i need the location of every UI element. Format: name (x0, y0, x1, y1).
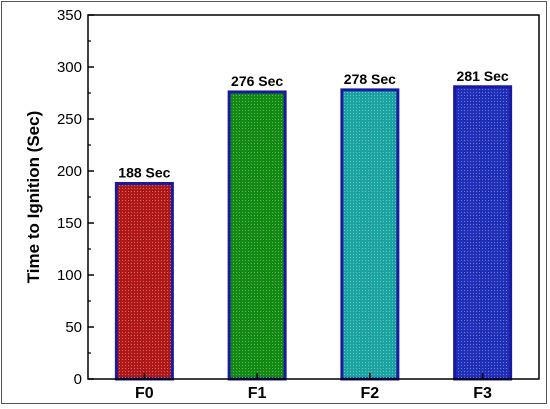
y-tick-label: 0 (74, 371, 82, 388)
y-tick-label: 250 (57, 111, 82, 128)
y-tick-label: 150 (57, 215, 82, 232)
data-label-f3: 281 Sec (457, 68, 509, 84)
x-tick-label-f0: F0 (135, 385, 154, 402)
y-tick-label: 300 (57, 59, 82, 76)
x-tick-label-f2: F2 (361, 385, 380, 402)
axes (87, 14, 540, 380)
bar-texture (456, 88, 510, 379)
y-axis-title: Time to Ignition (Sec) (24, 111, 43, 284)
data-label-f1: 276 Sec (231, 73, 283, 89)
x-tick-label-f3: F3 (473, 385, 492, 402)
bar-texture (230, 93, 284, 380)
data-label-f2: 278 Sec (344, 71, 396, 87)
y-tick-label: 200 (57, 163, 82, 180)
x-tick-label-f1: F1 (248, 385, 267, 402)
bars (114, 85, 513, 381)
bar-texture (117, 184, 171, 379)
bar-texture (343, 91, 397, 379)
data-label-f0: 188 Sec (118, 164, 170, 180)
labels: 188 Sec F0 276 Sec F1 278 Sec F2 281 Sec F3 0 50 1… (57, 7, 509, 402)
y-tick-label: 350 (57, 7, 82, 24)
chart-frame: 188 Sec F0 276 Sec F1 278 Sec F2 281 Sec F3 0 50 1… (1, 1, 547, 404)
y-tick-label: 100 (57, 267, 82, 284)
y-tick-label: 50 (65, 319, 82, 336)
